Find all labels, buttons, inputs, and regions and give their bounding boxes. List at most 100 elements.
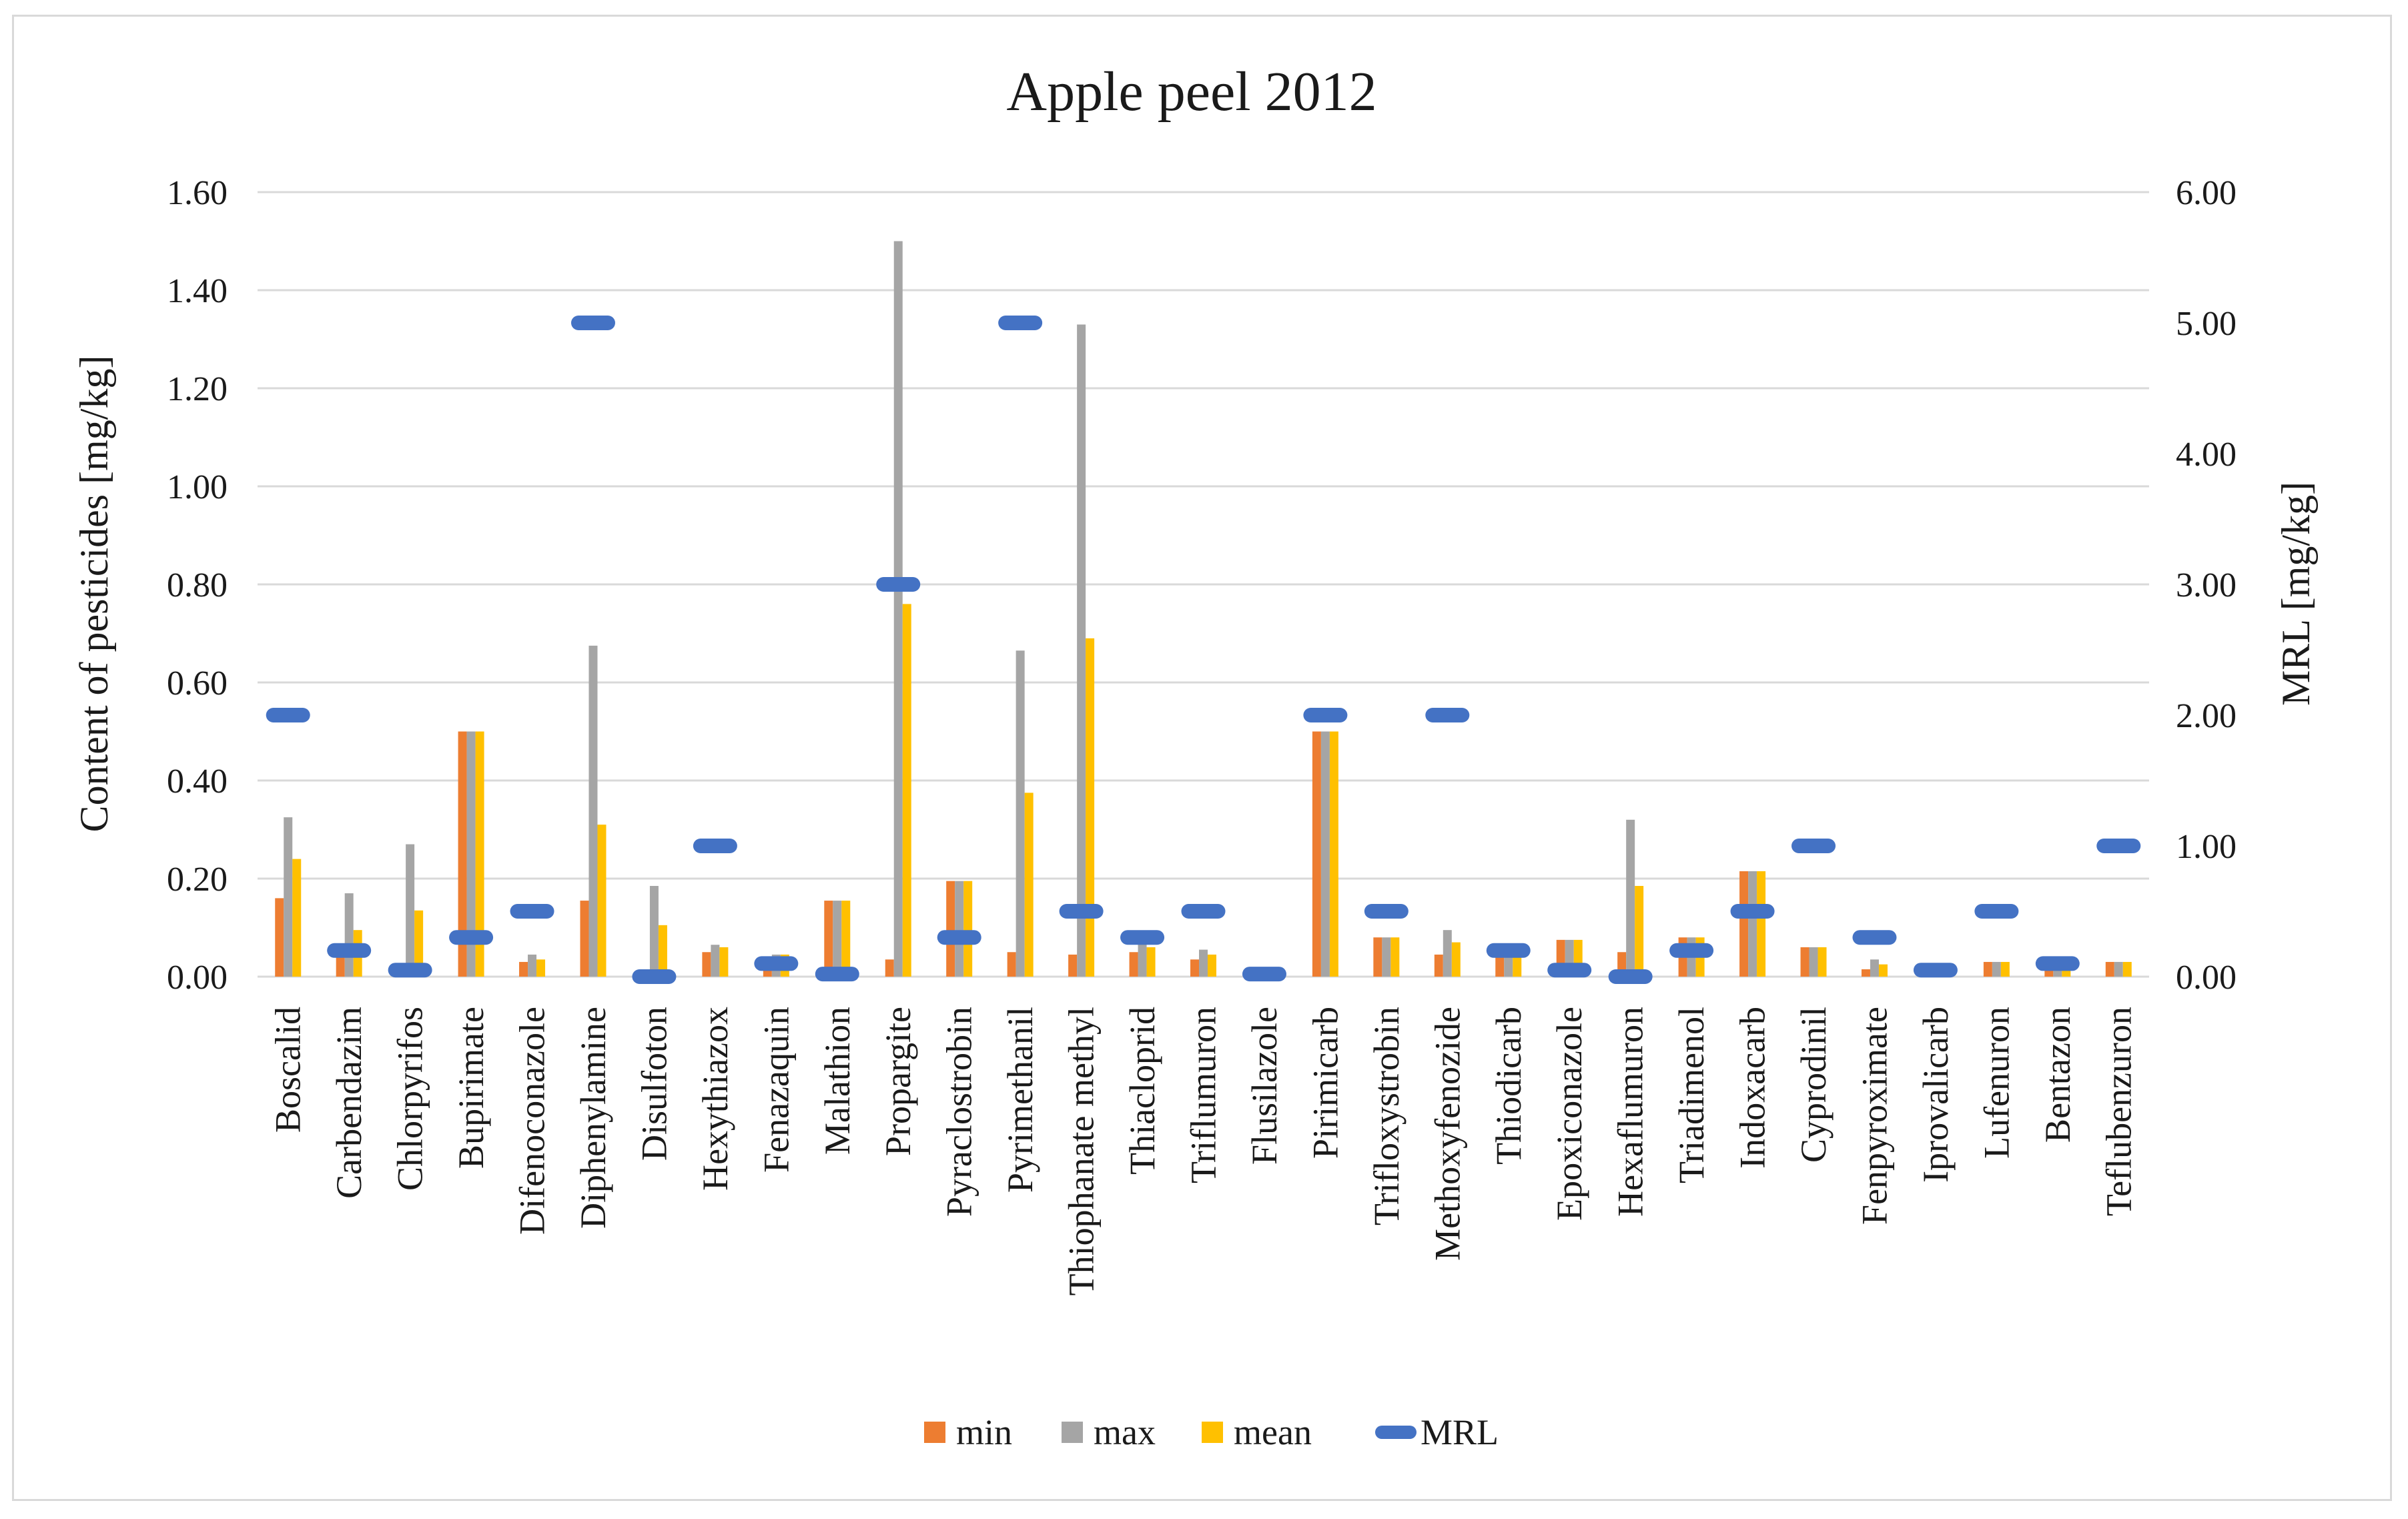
bar-min: [1068, 954, 1078, 977]
bar-max: [1199, 949, 1208, 977]
bar-marks: [275, 241, 2132, 977]
legend-swatch: [924, 1422, 945, 1443]
bar-max: [1138, 942, 1147, 977]
legend-swatch: [1202, 1422, 1223, 1443]
bar-max: [1504, 952, 1513, 977]
legend-label: max: [1094, 1412, 1156, 1452]
bar-min: [458, 731, 467, 977]
bar-max: [1992, 961, 2001, 977]
category-label: Methoxyfenozide: [1427, 1007, 1467, 1261]
bar-mean: [658, 925, 667, 977]
legend-label: MRL: [1421, 1412, 1499, 1452]
bar-mean: [536, 959, 546, 977]
bar-max: [528, 954, 537, 977]
bar-max: [1077, 324, 1086, 977]
y-tick-label: 0.40: [167, 763, 228, 801]
bar-mean: [1208, 954, 1216, 977]
bar-min: [1312, 731, 1321, 977]
y-tick-label: 0.20: [167, 861, 228, 899]
bar-min: [1190, 959, 1199, 977]
legend-label: mean: [1234, 1412, 1312, 1452]
bar-max: [1748, 871, 1757, 977]
y2-tick-label: 3.00: [2176, 566, 2237, 604]
chart-frame: Apple peel 2012 0.00 0.20 0.40 0.60 0.80 1.00…: [12, 15, 2392, 1501]
bar-max: [1809, 947, 1818, 977]
bar-mean: [1024, 793, 1034, 977]
y2-tick-label: 5.00: [2176, 305, 2237, 343]
category-label: Flusilazole: [1244, 1007, 1284, 1165]
bar-min: [519, 961, 528, 977]
legend-label: min: [956, 1412, 1012, 1452]
left-axis-ticks: 0.00 0.20 0.40 0.60 0.80 1.00 1.20 1.40 1.60: [167, 174, 228, 997]
category-label: Fenazaquin: [756, 1007, 796, 1173]
bar-min: [1373, 937, 1382, 977]
bar-max: [893, 241, 903, 977]
category-label: Disulfoton: [634, 1007, 674, 1161]
legend-item-min: min: [924, 1412, 1012, 1452]
category-label: Bupirimate: [451, 1007, 491, 1169]
category-label: Iprovalicarb: [1916, 1007, 1956, 1183]
bar-mean: [1878, 964, 1888, 977]
bar-mean: [1451, 942, 1461, 977]
bar-max: [2114, 961, 2123, 977]
bar-max: [1626, 819, 1635, 977]
bar-mean: [1635, 886, 1644, 977]
bar-mean: [1329, 731, 1338, 977]
category-label: Chlorpyrifos: [390, 1007, 430, 1191]
category-label: Trifloxystrobin: [1366, 1007, 1407, 1225]
bar-mean: [1513, 952, 1522, 977]
right-axis-ticks: 0.00 1.00 2.00 3.00 4.00 5.00 6.00: [2176, 174, 2237, 997]
y-tick-label: 1.20: [167, 370, 228, 408]
category-label: Triadimenol: [1671, 1007, 1711, 1183]
y-axis-label: Content of pesticides [mg/kg]: [72, 356, 116, 833]
bar-min: [885, 959, 894, 977]
bar-min: [580, 901, 589, 977]
bar-mean: [1818, 947, 1827, 977]
bar-min: [1129, 952, 1138, 977]
bar-min: [1861, 969, 1870, 977]
bar-mean: [1146, 947, 1156, 977]
bar-max: [649, 886, 659, 977]
category-label: Hexaflumuron: [1611, 1007, 1651, 1217]
category-label: Pyrimethanil: [1000, 1007, 1040, 1193]
bar-max: [711, 945, 720, 977]
category-label: Triflumuron: [1184, 1007, 1224, 1183]
bar-mean: [414, 910, 424, 977]
bar-min: [1739, 871, 1749, 977]
bar-max: [833, 901, 842, 977]
category-label: Carbendazim: [329, 1007, 369, 1199]
legend-item-max: max: [1062, 1412, 1156, 1452]
bar-mean: [597, 825, 607, 977]
y2-axis-label: MRL [mg/kg]: [2274, 482, 2318, 706]
bar-max: [344, 893, 354, 977]
bar-mean: [963, 881, 973, 977]
gridlines: [258, 191, 2149, 978]
bar-mean: [2000, 961, 2010, 977]
category-label: Pyraclostrobin: [939, 1007, 979, 1217]
chart-title: Apple peel 2012: [1006, 61, 1376, 123]
category-label: Indoxacarb: [1733, 1007, 1773, 1169]
y-tick-label: 1.60: [167, 174, 228, 212]
y-tick-label: 0.60: [167, 664, 228, 702]
bar-max: [1320, 731, 1330, 977]
category-label: Teflubenzuron: [2098, 1007, 2138, 1216]
category-label: Thiodicarb: [1489, 1007, 1529, 1165]
chart-canvas: Apple peel 2012 0.00 0.20 0.40 0.60 0.80 1.00…: [72, 61, 2318, 1452]
legend-item-MRL: MRL: [1375, 1412, 1499, 1452]
category-label: Thiacloprid: [1122, 1007, 1162, 1175]
y-tick-label: 0.00: [167, 959, 228, 997]
category-label: Thiophanate methyl: [1062, 1007, 1102, 1296]
bar-mean: [2122, 961, 2132, 977]
y-tick-label: 0.80: [167, 566, 228, 604]
bar-mean: [841, 901, 851, 977]
category-label: Diphenylamine: [573, 1007, 613, 1229]
bar-min: [275, 898, 284, 977]
bar-max: [466, 731, 476, 977]
y-tick-label: 1.00: [167, 468, 228, 506]
bar-mean: [719, 947, 729, 977]
bar-max: [588, 645, 598, 977]
bar-min: [1434, 954, 1443, 977]
category-label: Cyprodinil: [1793, 1007, 1834, 1163]
y2-tick-label: 2.00: [2176, 697, 2237, 735]
y2-tick-label: 0.00: [2176, 959, 2237, 997]
